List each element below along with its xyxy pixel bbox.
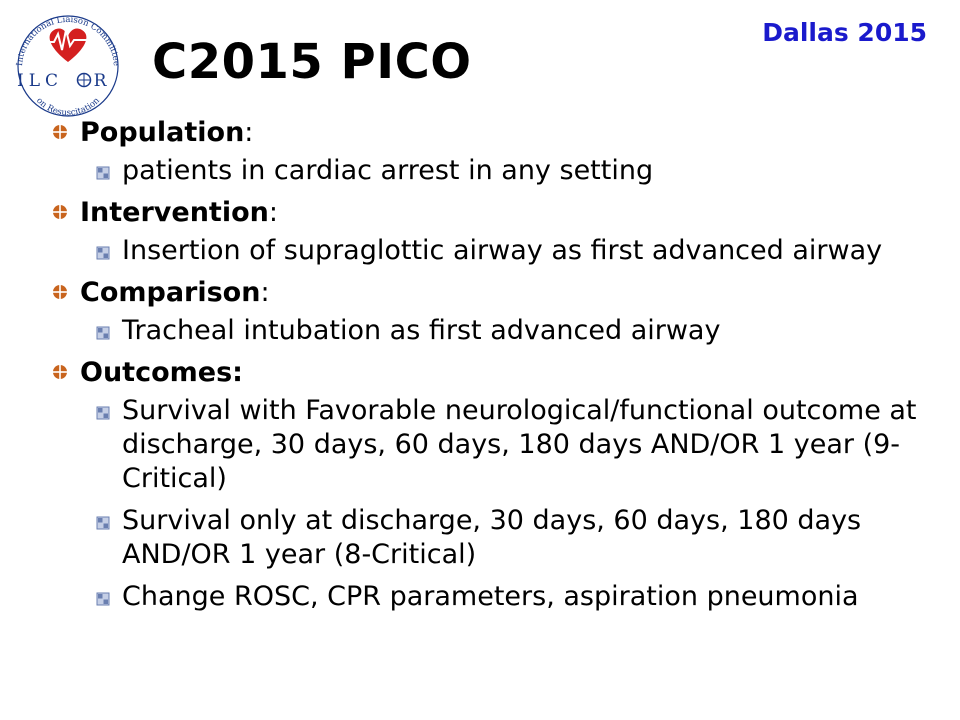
list-item: Insertion of supraglottic airway as firs…	[48, 234, 948, 268]
section-label-suffix: :	[268, 197, 278, 228]
heart-icon	[49, 28, 87, 62]
list-item: Change ROSC, CPR parameters, aspiration …	[48, 580, 948, 614]
item-bullet-icon	[96, 406, 110, 420]
event-label: Dallas 2015	[762, 18, 927, 47]
list-item-text: Insertion of supraglottic airway as firs…	[122, 235, 883, 266]
item-bullet-icon	[96, 592, 110, 606]
list-item: Survival with Favorable neurological/fun…	[48, 394, 948, 496]
section-bullet-icon	[53, 285, 67, 299]
section-bullet-icon	[53, 205, 67, 219]
list-item: patients in cardiac arrest in any settin…	[48, 154, 948, 188]
section-label-suffix: :	[244, 117, 254, 148]
section-heading: Comparison:	[48, 276, 948, 310]
slide-content: Population: patients in cardiac arrest in…	[48, 110, 948, 622]
section-bullet-icon	[53, 125, 67, 139]
logo-acronym-right: R	[94, 71, 108, 91]
section-label: Population	[80, 117, 245, 148]
list-item-text: patients in cardiac arrest in any settin…	[122, 155, 654, 186]
ilcor-seal-icon: International Liaison Committee on Resus…	[15, 15, 121, 118]
item-bullet-icon	[96, 166, 110, 180]
section-bullet-icon	[53, 365, 67, 379]
slide-title: C2015 PICO	[152, 34, 472, 90]
list-item: Tracheal intubation as first advanced ai…	[48, 314, 948, 348]
item-bullet-icon	[96, 246, 110, 260]
list-item-text: Survival with Favorable neurological/fun…	[122, 395, 917, 494]
list-item-text: Survival only at discharge, 30 days, 60 …	[122, 505, 862, 570]
section-heading: Outcomes:	[48, 356, 948, 390]
section-label-suffix: :	[260, 277, 270, 308]
list-item: Survival only at discharge, 30 days, 60 …	[48, 504, 948, 572]
list-item-text: Tracheal intubation as first advanced ai…	[122, 315, 721, 346]
section-heading: Intervention:	[48, 196, 948, 230]
section-heading: Population:	[48, 116, 948, 150]
list-item-text: Change ROSC, CPR parameters, aspiration …	[122, 581, 859, 612]
ilcor-logo: International Liaison Committee on Resus…	[8, 6, 128, 118]
section-label: Outcomes:	[80, 357, 243, 388]
item-bullet-icon	[96, 516, 110, 530]
item-bullet-icon	[96, 326, 110, 340]
section-label: Intervention	[80, 197, 269, 228]
logo-acronym-left: ILC	[17, 71, 63, 91]
section-label: Comparison	[80, 277, 261, 308]
